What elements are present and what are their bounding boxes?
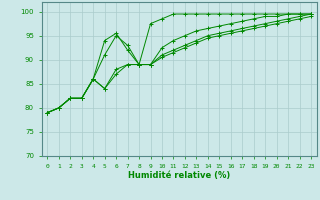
X-axis label: Humidité relative (%): Humidité relative (%) bbox=[128, 171, 230, 180]
